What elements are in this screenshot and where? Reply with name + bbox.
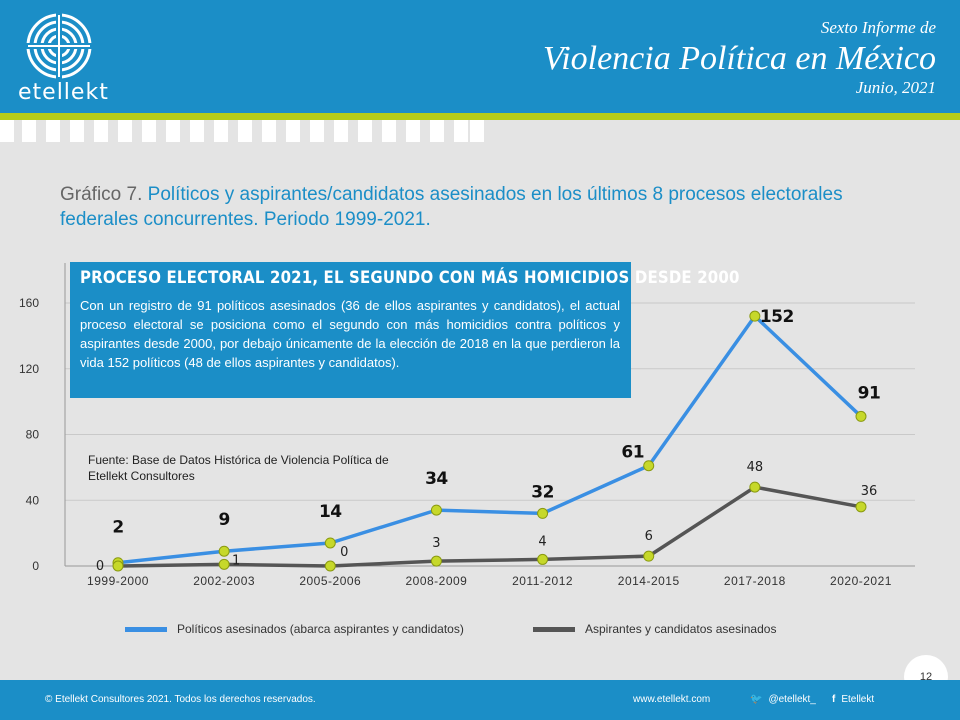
callout-box: PROCESO ELECTORAL 2021, EL SEGUNDO CON M… — [70, 262, 739, 398]
x-tick-label: 2017-2018 — [724, 574, 786, 588]
y-tick-label: 120 — [19, 362, 39, 376]
data-label-politicos: 2 — [112, 518, 123, 538]
data-label-politicos: 34 — [425, 469, 448, 489]
legend-swatch-politicos — [125, 627, 167, 633]
stripe-block — [470, 120, 484, 142]
x-tick-label: 2002-2003 — [193, 574, 255, 588]
stripe-block — [430, 120, 444, 142]
data-label-politicos: 9 — [218, 510, 229, 530]
header-banner: etellekt Sexto Informe de Violencia Polí… — [0, 0, 960, 113]
stripe-block — [22, 120, 36, 142]
stripe-block — [334, 120, 348, 142]
point-aspirantes — [749, 481, 761, 493]
legend-item-politicos: Políticos asesinados (abarca aspirantes … — [125, 622, 464, 636]
legend-swatch-aspirantes — [533, 627, 575, 633]
twitter-handle: @etellekt_ — [768, 694, 816, 705]
chart-caption: Gráfico 7. Políticos y aspirantes/candid… — [60, 182, 920, 232]
facebook-name: Etellekt — [841, 694, 875, 705]
data-label-politicos: 91 — [858, 383, 881, 403]
facebook-icon: f — [832, 694, 836, 705]
point-politicos — [537, 507, 549, 519]
stripe-block — [118, 120, 132, 142]
x-tick-label: 2005-2006 — [299, 574, 361, 588]
series-line-aspirantes — [117, 485, 862, 568]
stripe-block — [166, 120, 180, 142]
website-link[interactable]: www.etellekt.com — [633, 694, 711, 705]
footer: © Etellekt Consultores 2021. Todos los d… — [0, 680, 960, 720]
stripe-block — [358, 120, 372, 142]
point-politicos — [749, 310, 761, 322]
y-tick-label: 0 — [32, 559, 39, 573]
stripe-block — [286, 120, 300, 142]
report-series: Sexto Informe de — [820, 18, 936, 37]
data-label-aspirantes: 4 — [538, 534, 546, 549]
stripe-block — [406, 120, 420, 142]
x-tick-label: 1999-2000 — [87, 574, 149, 588]
stripe-block — [214, 120, 228, 142]
data-label-aspirantes: 6 — [645, 529, 653, 544]
x-tick-label: 2011-2012 — [512, 574, 573, 588]
stripe-block — [94, 120, 108, 142]
green-stripe — [0, 113, 960, 120]
report-date: Junio, 2021 — [855, 78, 936, 97]
data-label-aspirantes: 0 — [340, 545, 348, 560]
series-line-politicos — [117, 314, 863, 565]
stripe-block — [238, 120, 252, 142]
data-label-aspirantes: 36 — [861, 484, 878, 499]
data-label-politicos: 14 — [319, 502, 342, 522]
decorative-blocks — [0, 120, 485, 142]
data-label-politicos: 152 — [760, 307, 794, 327]
twitter-link[interactable]: 🐦 @etellekt_ — [750, 694, 816, 705]
stripe-block — [0, 120, 14, 142]
point-aspirantes — [112, 560, 124, 572]
stripe-block — [262, 120, 276, 142]
data-label-politicos: 61 — [621, 443, 644, 463]
stripe-block — [142, 120, 156, 142]
data-label-aspirantes: 0 — [96, 559, 104, 574]
stripe-block — [46, 120, 60, 142]
stripe-block — [70, 120, 84, 142]
stripe-block — [454, 120, 468, 142]
y-tick-label: 40 — [26, 493, 40, 507]
caption-text: Políticos y aspirantes/candidatos asesin… — [60, 184, 843, 230]
logo-wordmark: etellekt — [18, 80, 109, 105]
data-label-aspirantes: 3 — [432, 536, 440, 551]
data-label-aspirantes: 1 — [232, 553, 240, 568]
point-politicos — [855, 410, 867, 422]
point-aspirantes — [855, 501, 867, 513]
point-aspirantes — [537, 553, 549, 565]
callout-text: Con un registro de 91 políticos asesinad… — [80, 298, 620, 370]
callout-title: PROCESO ELECTORAL 2021, EL SEGUNDO CON M… — [80, 268, 740, 288]
source-note: Fuente: Base de Datos Histórica de Viole… — [88, 453, 389, 483]
point-aspirantes — [643, 550, 655, 562]
stripe-block — [310, 120, 324, 142]
copyright: © Etellekt Consultores 2021. Todos los d… — [45, 694, 316, 705]
y-tick-label: 80 — [26, 428, 40, 442]
facebook-link[interactable]: f Etellekt — [832, 694, 874, 705]
x-tick-label: 2020-2021 — [830, 574, 892, 588]
twitter-icon: 🐦 — [750, 694, 763, 705]
point-politicos — [430, 504, 442, 516]
data-label-politicos: 32 — [531, 482, 554, 502]
caption-label: Gráfico 7. — [60, 184, 143, 205]
point-aspirantes — [324, 560, 336, 572]
x-tick-label: 2014-2015 — [618, 574, 680, 588]
point-politicos — [324, 537, 336, 549]
stripe-block — [190, 120, 204, 142]
point-politicos — [643, 460, 655, 472]
legend-label-aspirantes: Aspirantes y candidatos asesinados — [585, 622, 777, 636]
x-tick-label: 2008-2009 — [405, 574, 467, 588]
legend-label-politicos: Políticos asesinados (abarca aspirantes … — [177, 622, 464, 636]
etellekt-logo-icon — [26, 13, 92, 79]
point-aspirantes — [218, 558, 230, 570]
data-label-aspirantes: 48 — [747, 460, 764, 475]
point-aspirantes — [430, 555, 442, 567]
point-politicos — [218, 545, 230, 557]
report-title: Violencia Política en México — [542, 40, 936, 77]
y-tick-label: 160 — [19, 296, 39, 310]
legend-item-aspirantes: Aspirantes y candidatos asesinados — [533, 622, 776, 636]
stripe-block — [382, 120, 396, 142]
